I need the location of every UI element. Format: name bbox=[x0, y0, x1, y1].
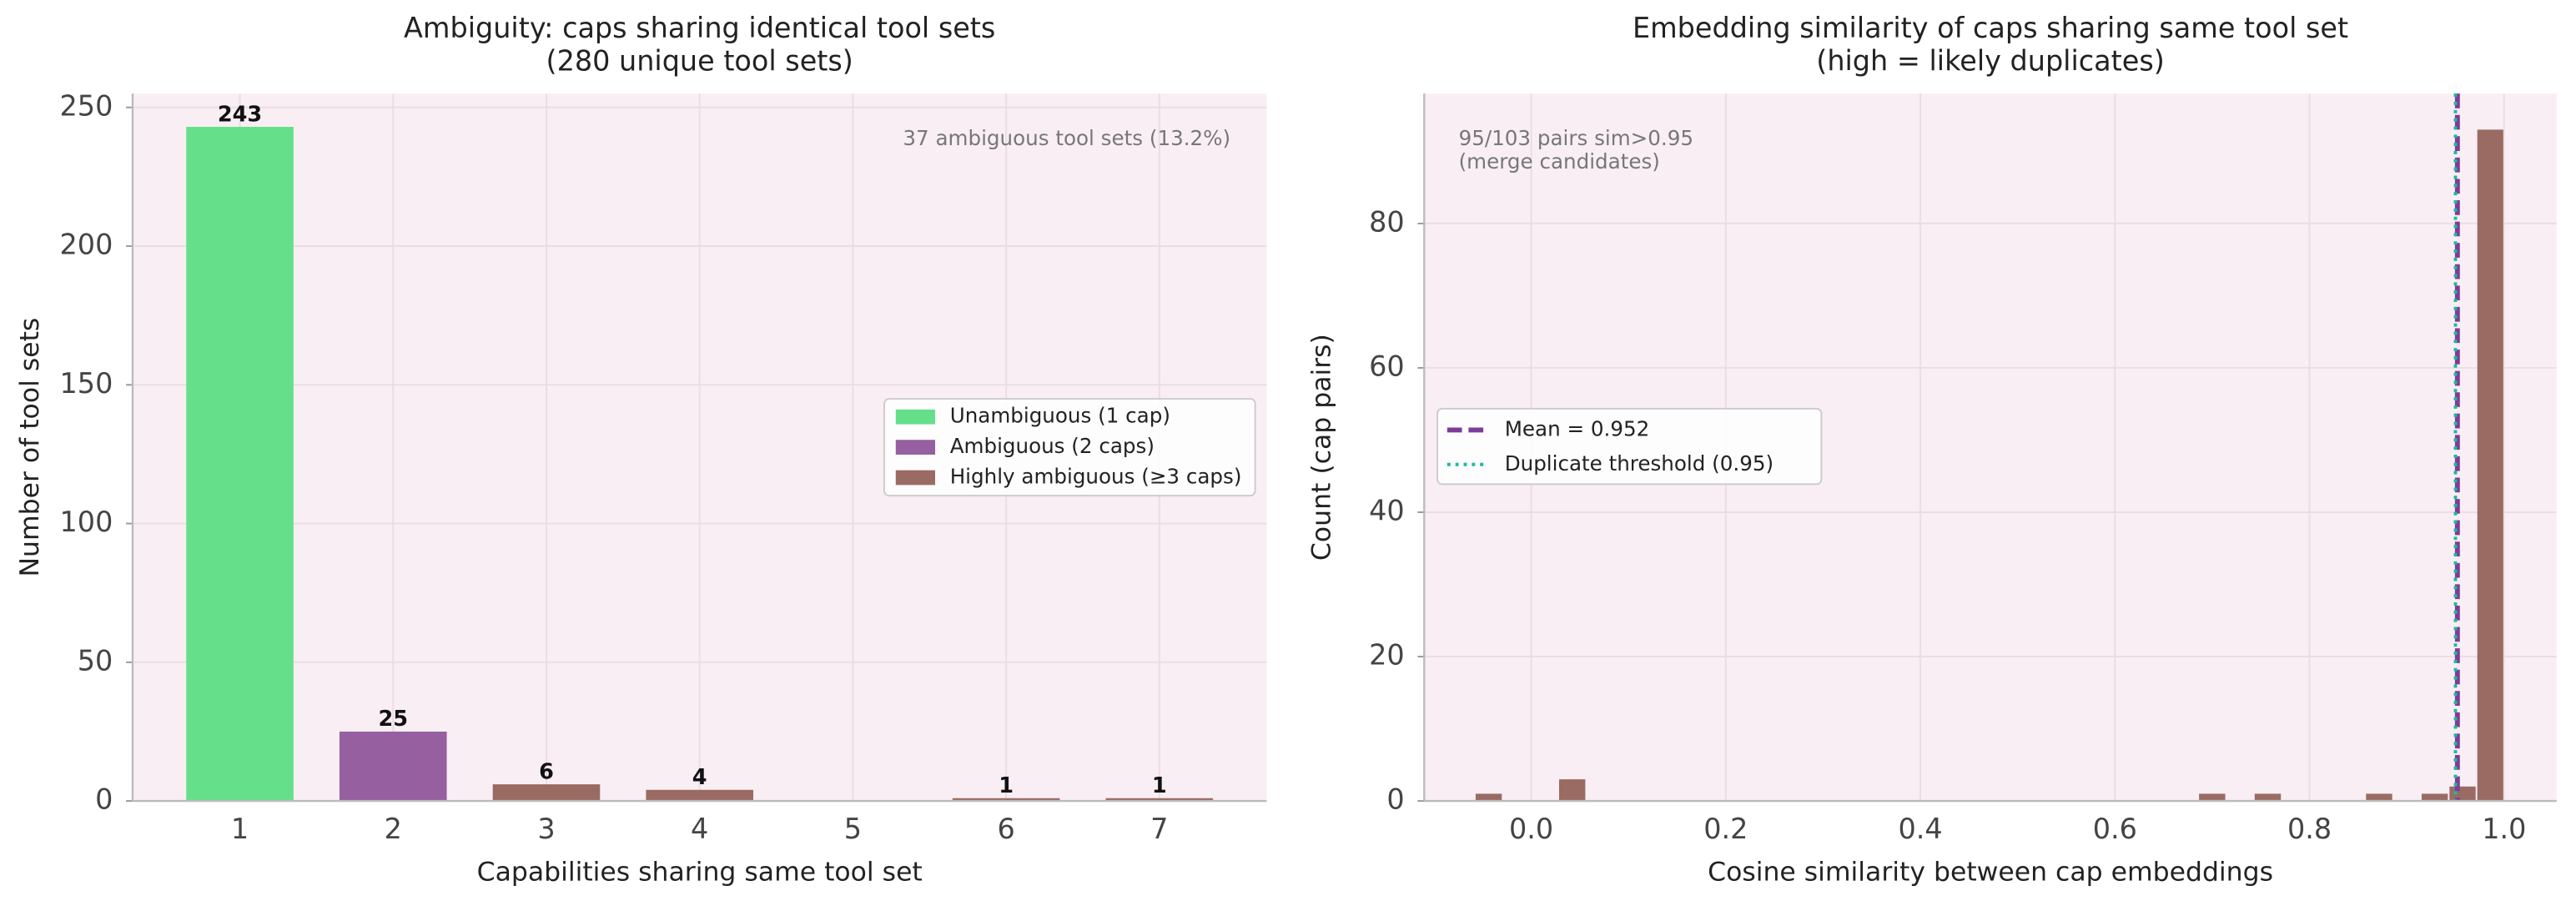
histogram-bar bbox=[1475, 793, 1502, 802]
chart-title: Embedding similarity of caps sharing sam… bbox=[1633, 12, 2348, 44]
x-tick-label: 0.2 bbox=[1703, 813, 1748, 845]
x-tick-label: 0.6 bbox=[2093, 813, 2137, 845]
x-tick-label: 5 bbox=[844, 813, 862, 845]
data-label: 243 bbox=[218, 102, 262, 127]
histogram-bar bbox=[2366, 793, 2392, 802]
bar bbox=[952, 798, 1060, 802]
annotation: (merge candidates) bbox=[1459, 149, 1660, 174]
histogram-bar bbox=[2477, 129, 2503, 802]
annotation: 95/103 pairs sim>0.95 bbox=[1459, 126, 1693, 150]
x-tick-label: 0.8 bbox=[2287, 813, 2332, 845]
chart-title: (high = likely duplicates) bbox=[1816, 44, 2165, 77]
y-tick-label: 20 bbox=[1369, 639, 1405, 672]
data-label: 1 bbox=[1152, 773, 1167, 798]
x-tick-label: 1.0 bbox=[2482, 813, 2526, 845]
bar bbox=[186, 127, 294, 802]
bar bbox=[492, 784, 601, 802]
chart-title: Ambiguity: caps sharing identical tool s… bbox=[404, 12, 995, 44]
annotation: 37 ambiguous tool sets (13.2%) bbox=[903, 126, 1230, 150]
histogram-bar bbox=[2199, 793, 2226, 802]
y-tick-label: 80 bbox=[1369, 205, 1405, 238]
y-tick-label: 250 bbox=[60, 89, 113, 122]
x-axis-label: Capabilities sharing same tool set bbox=[477, 858, 923, 888]
legend-swatch bbox=[895, 470, 936, 486]
x-tick-label: 4 bbox=[691, 813, 708, 845]
histogram-bar bbox=[2421, 793, 2448, 802]
data-label: 4 bbox=[692, 765, 707, 790]
data-label: 6 bbox=[539, 759, 554, 784]
legend-label: Unambiguous (1 cap) bbox=[950, 404, 1170, 428]
y-tick-label: 0 bbox=[95, 783, 113, 816]
data-label: 25 bbox=[378, 707, 408, 732]
x-tick-label: 3 bbox=[537, 813, 555, 845]
histogram-bar bbox=[1558, 779, 1586, 802]
legend-label: Mean = 0.952 bbox=[1505, 416, 1650, 440]
y-axis-label: Number of tool sets bbox=[15, 318, 45, 577]
y-tick-label: 100 bbox=[60, 506, 113, 538]
data-label: 1 bbox=[999, 773, 1014, 798]
y-tick-label: 150 bbox=[60, 367, 113, 400]
legend-label: Duplicate threshold (0.95) bbox=[1505, 451, 1774, 476]
histogram-bar bbox=[2449, 786, 2476, 802]
legend-swatch bbox=[895, 440, 936, 455]
legend bbox=[883, 398, 1256, 497]
y-tick-label: 0 bbox=[1386, 783, 1404, 816]
histogram-bar bbox=[2254, 793, 2282, 802]
x-tick-label: 0.4 bbox=[1898, 813, 1942, 845]
legend-swatch bbox=[895, 409, 936, 425]
chart-title: (280 unique tool sets) bbox=[546, 44, 853, 77]
bar bbox=[1105, 798, 1214, 802]
x-tick-label: 0.0 bbox=[1509, 813, 1553, 845]
y-tick-label: 60 bbox=[1369, 350, 1405, 382]
x-axis-label: Cosine similarity between cap embeddings bbox=[1708, 858, 2273, 888]
bar bbox=[339, 731, 447, 802]
x-tick-label: 1 bbox=[231, 813, 249, 845]
y-axis-label: Count (cap pairs) bbox=[1306, 334, 1336, 561]
legend-label: Highly ambiguous (≥3 caps) bbox=[950, 465, 1242, 489]
y-tick-label: 200 bbox=[60, 229, 113, 261]
x-tick-label: 6 bbox=[997, 813, 1014, 845]
x-tick-label: 2 bbox=[385, 813, 402, 845]
x-tick-label: 7 bbox=[1150, 813, 1168, 845]
legend bbox=[1436, 407, 1823, 486]
y-tick-label: 40 bbox=[1369, 494, 1405, 526]
y-tick-label: 50 bbox=[78, 644, 113, 677]
legend-label: Ambiguous (2 caps) bbox=[950, 434, 1155, 458]
bar bbox=[646, 789, 753, 802]
